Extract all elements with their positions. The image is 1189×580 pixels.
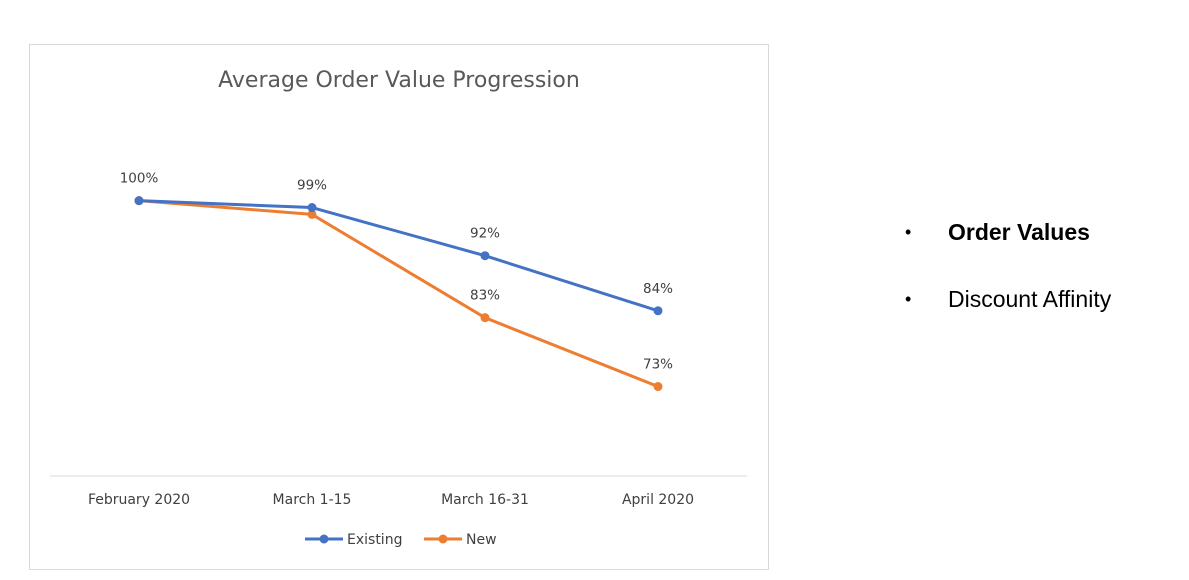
data-point-existing <box>307 203 317 213</box>
data-point-new <box>480 313 490 323</box>
bullet-item: • Order Values <box>905 214 1111 250</box>
data-point-new <box>653 382 663 392</box>
bullet-list: • Order Values • Discount Affinity <box>905 214 1111 348</box>
data-point-existing <box>653 306 663 316</box>
data-label-new: 73% <box>643 357 673 373</box>
bullet-item: • Discount Affinity <box>905 281 1111 317</box>
data-label-layer: 100% 99% 92% 84% 83% 73% <box>120 171 673 373</box>
x-tick-label: April 2020 <box>622 492 694 508</box>
chart-frame: Average Order Value Progression February… <box>29 44 769 570</box>
x-tick-label: February 2020 <box>88 492 190 508</box>
x-axis-ticks: February 2020 March 1-15 March 16-31 Apr… <box>88 492 694 508</box>
series-line-existing <box>138 199 659 313</box>
data-point-existing <box>480 251 490 261</box>
data-label-new: 83% <box>470 288 500 304</box>
bullet-marker: • <box>905 221 912 242</box>
data-point-existing <box>134 196 144 206</box>
series-line-new <box>138 199 659 388</box>
legend-label: New <box>466 532 497 548</box>
line-chart: Average Order Value Progression February… <box>50 68 747 548</box>
x-tick-label: March 1-15 <box>273 492 352 508</box>
x-tick-label: March 16-31 <box>441 492 529 508</box>
legend-marker-existing <box>319 534 329 544</box>
data-label-existing: 100% <box>120 171 159 187</box>
data-point-new <box>307 209 317 219</box>
legend: Existing New <box>305 532 497 548</box>
legend-item-existing: Existing <box>305 532 402 548</box>
legend-marker-new <box>438 534 448 544</box>
legend-item-new: New <box>424 532 497 548</box>
data-label-existing: 84% <box>643 281 673 297</box>
bullet-text: Order Values <box>948 218 1090 245</box>
legend-label: Existing <box>347 532 402 548</box>
series-layer <box>134 196 663 392</box>
bullet-marker: • <box>905 288 912 309</box>
chart-title: Average Order Value Progression <box>218 68 580 93</box>
data-label-existing: 92% <box>470 226 500 242</box>
bullet-text: Discount Affinity <box>948 285 1112 312</box>
data-label-existing: 99% <box>297 178 327 194</box>
